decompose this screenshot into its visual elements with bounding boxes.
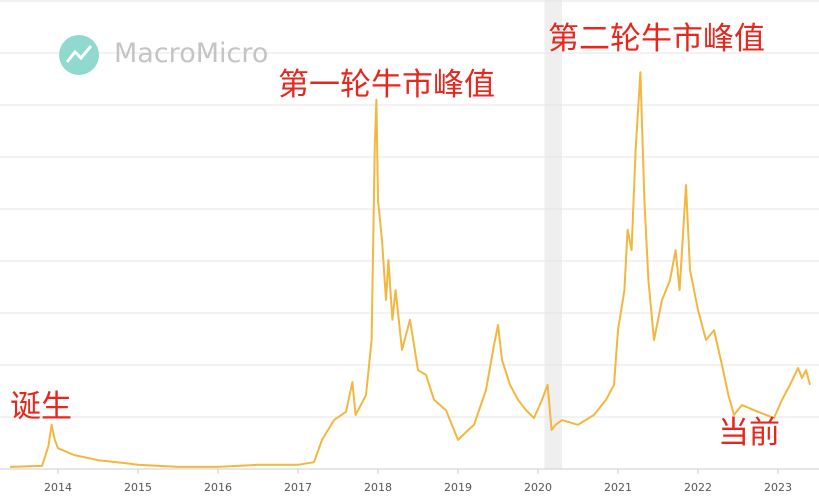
x-tick-label: 2020	[524, 481, 552, 494]
annotation: 诞生	[10, 389, 72, 425]
annotation: 当前	[718, 415, 780, 451]
watermark: MacroMicro	[114, 38, 269, 69]
logo-mark	[65, 45, 93, 63]
x-tick-label: 2021	[604, 481, 632, 494]
x-tick-label: 2016	[204, 481, 232, 494]
shaded-region	[544, 0, 562, 469]
x-tick-label: 2014	[44, 481, 72, 494]
x-tick-label: 2017	[284, 481, 312, 494]
annotation: 第一轮牛市峰值	[278, 67, 495, 103]
x-tick-label: 2023	[764, 481, 792, 494]
x-tick-label: 2022	[684, 481, 712, 494]
x-tick-label: 2015	[124, 481, 152, 494]
annotation: 第二轮牛市峰值	[548, 21, 765, 57]
line	[9, 71, 811, 468]
x-tick-label: 2019	[444, 481, 472, 494]
x-tick-label: 2018	[364, 481, 392, 494]
